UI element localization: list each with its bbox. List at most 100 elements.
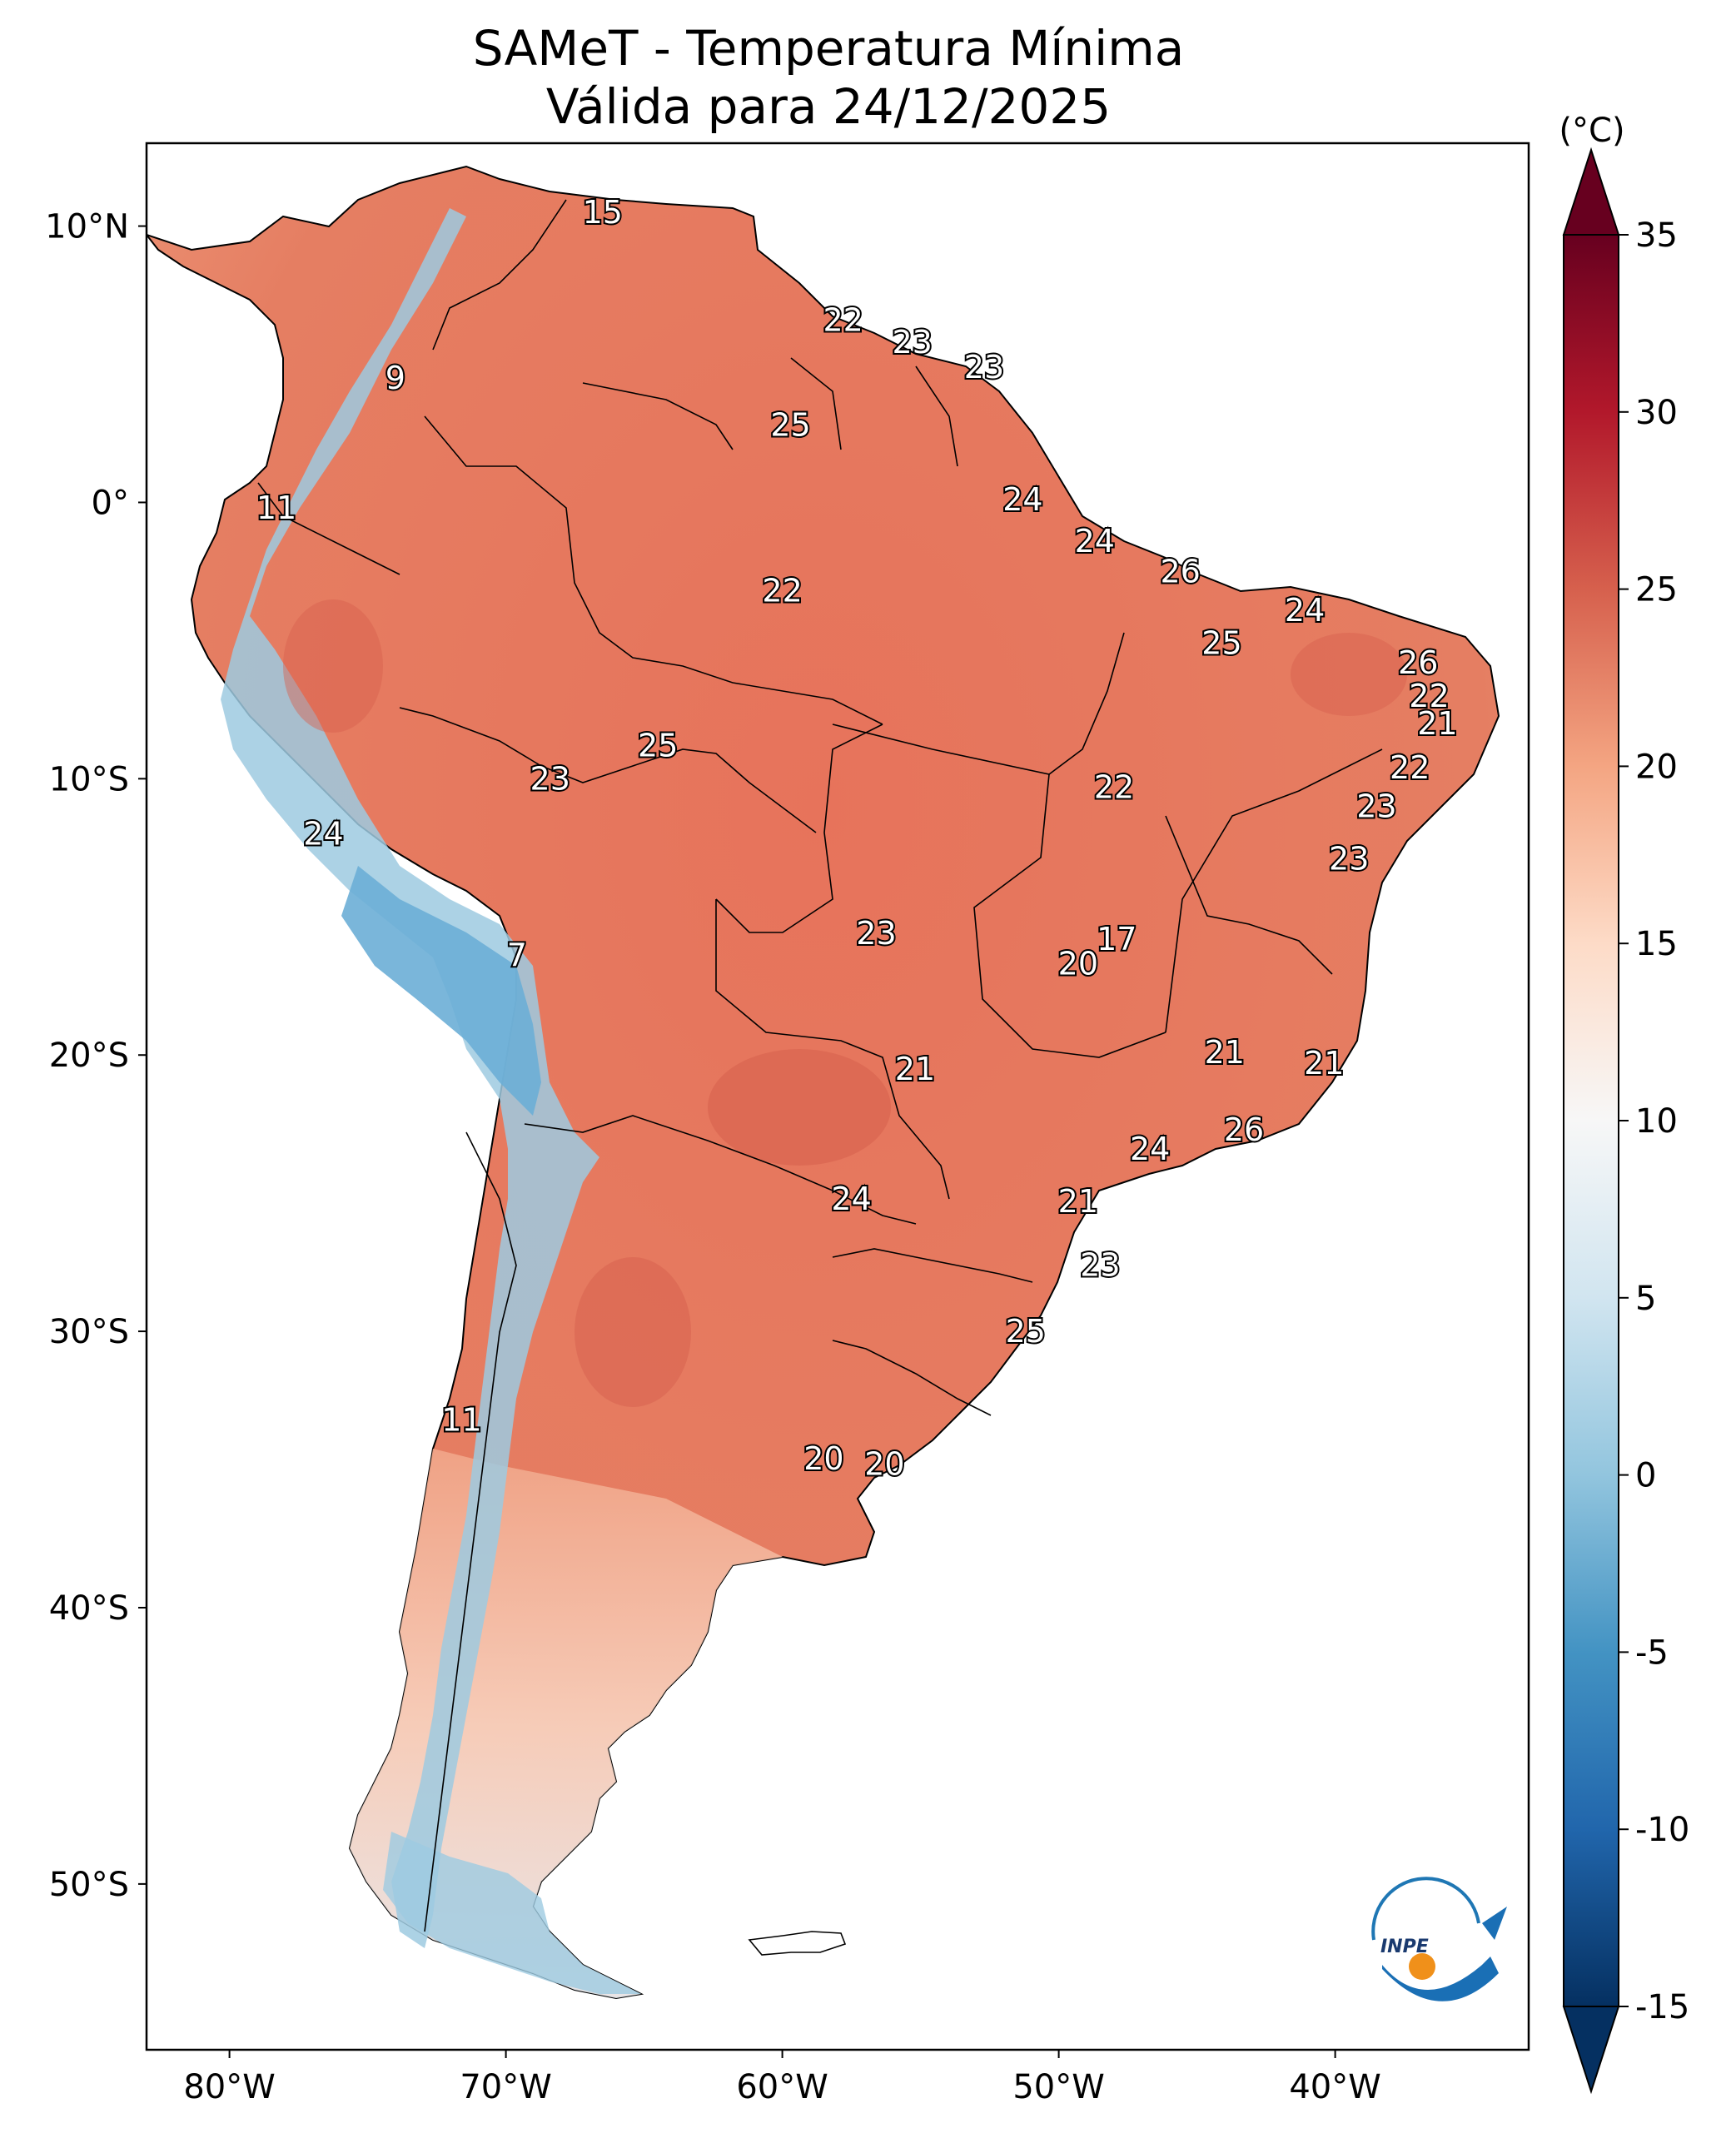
station-label: 24 [1002,481,1042,518]
map-title-line2: Válida para 24/12/2025 [546,78,1111,135]
station-label: 7 [507,937,527,974]
map-title-line1: SAMeT - Temperatura Mínima [473,20,1185,77]
lat-tick-label: 50°S [49,1866,129,1904]
hotspot-peru [283,599,383,733]
lat-tick-label: 0° [92,484,129,522]
station-label: 21 [895,1051,935,1087]
colorbar-bar [1563,234,1619,2007]
logo-swoosh [1382,1957,1499,2001]
station-label: 15 [583,194,623,231]
patagonia-cold [383,1832,641,1994]
station-label: 24 [831,1181,871,1217]
colorbar-upper-extension [1562,147,1620,236]
hotspot-argentina [575,1257,691,1407]
station-label: 17 [1097,921,1137,957]
station-label: 25 [638,728,678,764]
station-label: 22 [1094,768,1134,805]
lat-tick-label: 30°S [49,1313,129,1351]
station-label: 22 [1409,678,1449,714]
border-uruguay [832,1340,992,1416]
colorbar-lower-extension [1562,2006,1620,2095]
lon-tick-label: 40°W [1289,2068,1380,2106]
colorbar-ticks: 35 30 25 20 15 10 5 0 -5 -10 -15 [1619,216,1689,2026]
station-label: 11 [256,490,296,526]
station-label: 26 [1224,1111,1264,1148]
station-label: 21 [1058,1183,1098,1220]
colorbar-tick-label: 5 [1635,1280,1656,1318]
lat-tick-label: 40°S [49,1589,129,1628]
station-label: 21 [1304,1045,1344,1081]
station-label: 11 [441,1401,481,1438]
logo-sun-icon [1409,1953,1435,1980]
station-label: 22 [823,301,863,338]
border-venezuela-brazil [582,382,734,450]
hotspot-northeast [1291,633,1407,716]
station-label: 26 [1161,553,1201,589]
station-label: 20 [864,1445,904,1482]
lon-tick-label: 50°W [1012,2068,1104,2106]
colorbar-tick-label: 25 [1635,571,1678,609]
colorbar: (°C) 35 30 25 20 15 10 5 0 -5 -10 -15 [1559,112,1689,2095]
lon-tick-label: 70°W [460,2068,551,2106]
colorbar-tick-label: -10 [1635,1811,1689,1849]
border-bahia [1165,748,1383,1033]
station-label: 9 [386,360,405,396]
station-label: 21 [1205,1034,1245,1071]
longitude-axis: 80°W 70°W 60°W 50°W 40°W [183,2050,1381,2106]
map-area [147,165,1500,2000]
lat-tick-label: 10°N [45,208,129,246]
border-suriname [915,365,958,467]
colorbar-unit: (°C) [1559,112,1624,150]
border-north [424,415,883,725]
hotspot-chaco [708,1049,891,1166]
border-bolivia-north [399,707,817,833]
station-label: 25 [1006,1313,1046,1350]
station-label: 20 [1058,946,1098,982]
station-label: 25 [1201,625,1241,662]
logo-orbit-arc [1371,1877,1480,1941]
station-label: 24 [1130,1131,1170,1167]
border-mg [1165,815,1333,975]
station-label: 26 [1398,644,1438,681]
border-argentina-north [524,1115,917,1225]
logo-arrow-icon [1482,1907,1507,1940]
station-label: 23 [856,915,896,952]
border-chile-argentina [465,1131,517,1599]
colorbar-tick-label: 0 [1635,1457,1656,1495]
station-label: 23 [1329,841,1369,878]
station-label: 23 [1356,788,1396,825]
borders [257,199,1383,1932]
border-bolivia-east [715,723,883,933]
lat-tick-label: 20°S [49,1037,129,1075]
lon-tick-label: 80°W [183,2068,275,2106]
border-paraguay [715,899,950,1200]
border-chile-argentina-south [424,1598,467,1932]
station-label: 23 [1080,1246,1120,1283]
station-label: 24 [303,816,343,853]
station-label: 22 [762,573,802,609]
border-goias [973,773,1166,1058]
colorbar-tick-label: 35 [1635,216,1678,255]
colorbar-tick-label: -5 [1635,1633,1669,1672]
border-brazil-central [832,632,1125,775]
border-colombia-venezuela [432,199,567,351]
border-rs [832,1248,1033,1283]
border-guyana [790,357,842,450]
station-label: 25 [770,407,810,444]
falkland-islands [748,1931,847,1956]
colorbar-tick-label: -15 [1635,1988,1689,2026]
station-label: 23 [964,349,1004,385]
lon-tick-label: 60°W [736,2068,828,2106]
latitude-axis: 10°N 0° 10°S 20°S 30°S 40°S 50°S [45,208,147,1904]
station-label: 24 [1075,523,1115,559]
station-label: 22 [1390,749,1430,786]
colorbar-tick-label: 15 [1635,925,1678,963]
station-label: 23 [892,324,932,360]
colorbar-tick-label: 20 [1635,748,1678,786]
station-label: 20 [803,1440,843,1477]
lat-tick-label: 10°S [49,760,129,798]
inpe-logo: INPE [1371,1877,1507,2001]
station-label: 21 [1417,705,1457,742]
